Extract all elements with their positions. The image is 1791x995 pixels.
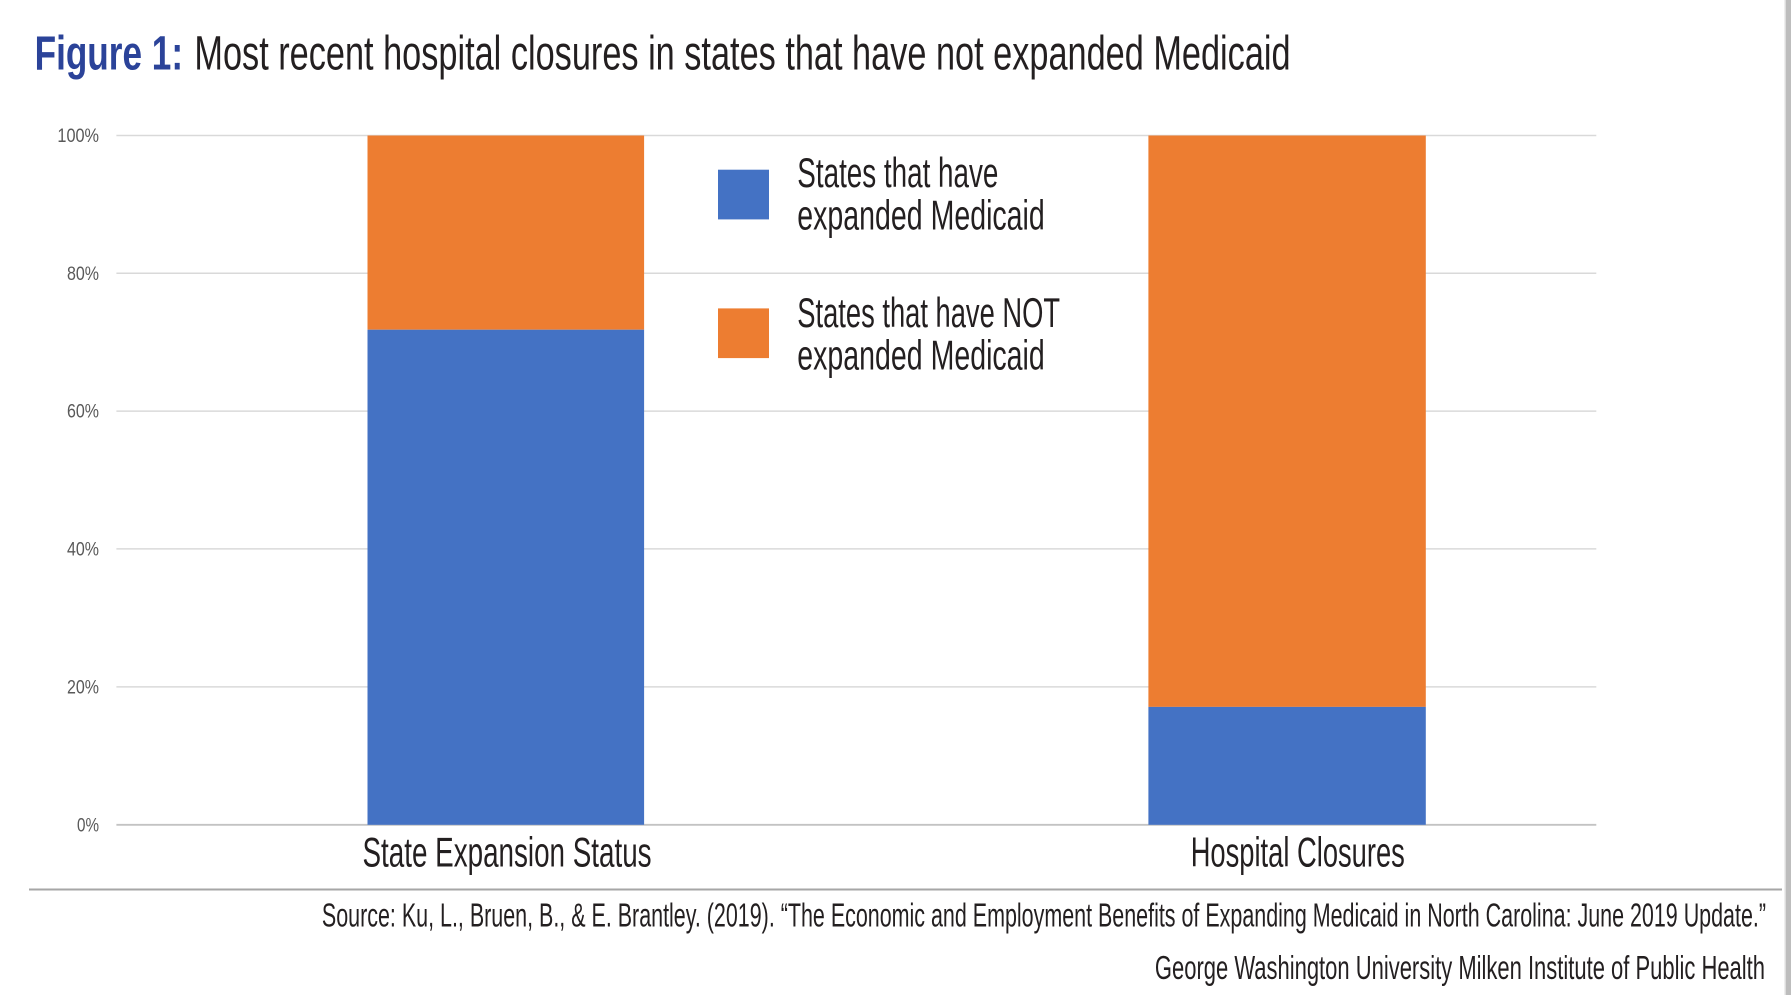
svg-text:40%: 40% — [67, 538, 99, 560]
svg-text:States that have NOT: States that have NOT — [797, 290, 1060, 336]
svg-text:Figure 1:: Figure 1: — [35, 26, 183, 80]
svg-text:expanded Medicaid: expanded Medicaid — [797, 192, 1044, 239]
svg-text:0%: 0% — [77, 814, 99, 836]
svg-text:60%: 60% — [67, 400, 99, 422]
svg-text:20%: 20% — [67, 676, 99, 698]
svg-text:expanded Medicaid: expanded Medicaid — [797, 332, 1044, 379]
svg-text:Source: Ku, L., Bruen, B., & E: Source: Ku, L., Bruen, B., & E. Brantley… — [322, 897, 1766, 934]
svg-text:Hospital Closures: Hospital Closures — [1191, 830, 1405, 876]
svg-text:80%: 80% — [67, 262, 99, 284]
svg-text:George Washington University M: George Washington University Milken Inst… — [1155, 948, 1765, 986]
svg-text:100%: 100% — [57, 125, 99, 146]
svg-text:Most recent hospital closures: Most recent hospital closures in states … — [194, 26, 1290, 80]
svg-text:State Expansion Status: State Expansion Status — [363, 830, 652, 876]
svg-text:States that have: States that have — [797, 150, 998, 196]
